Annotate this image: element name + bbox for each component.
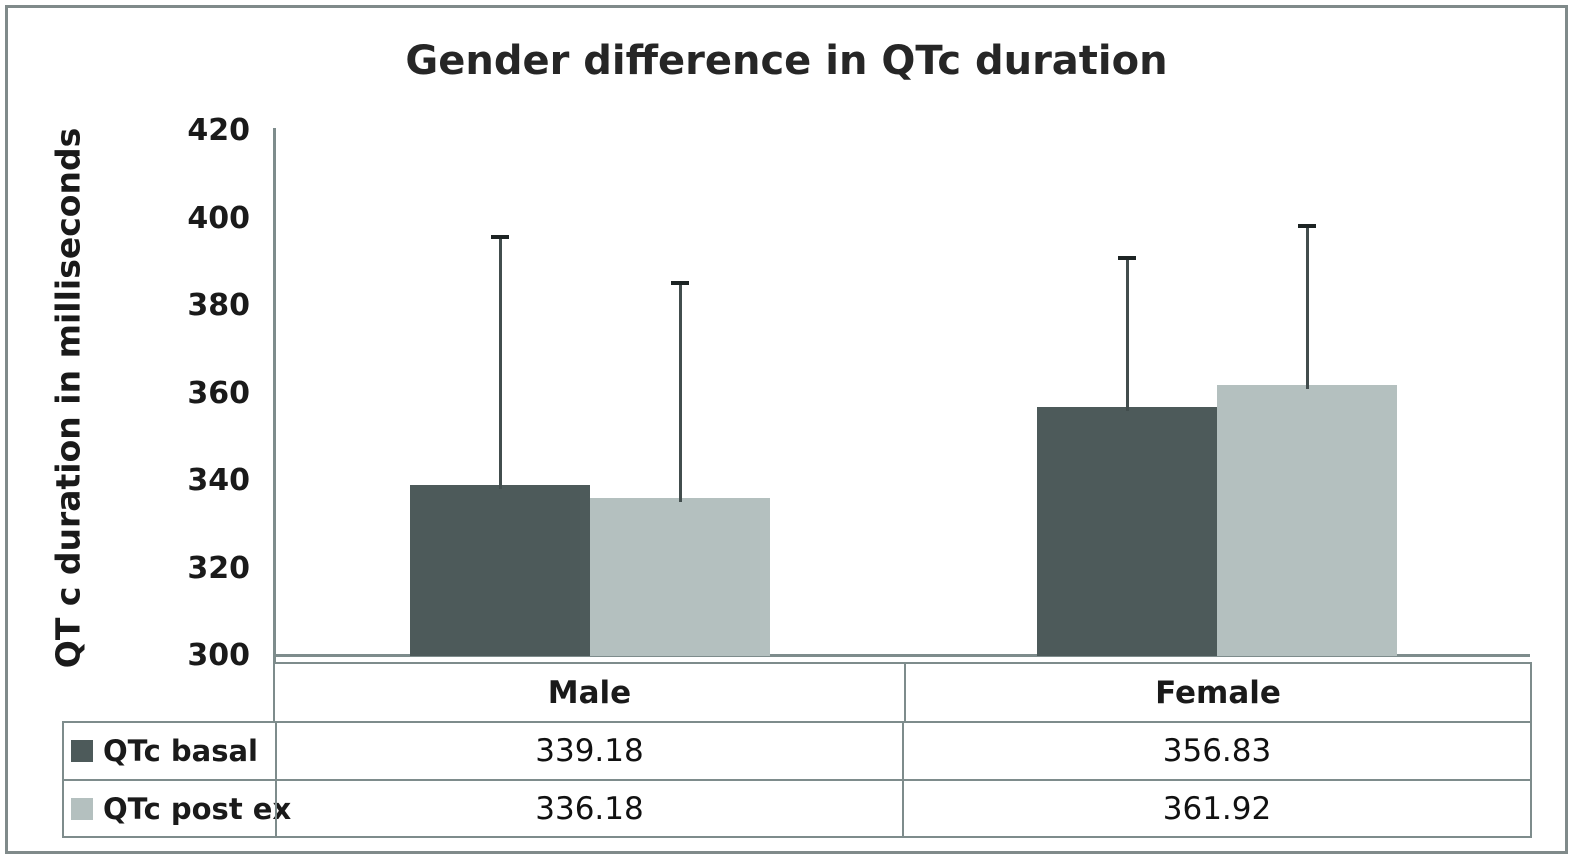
value-female-qtc-post-ex: 361.92: [902, 781, 1530, 836]
error-bar-cap-male-qtc-basal: [491, 235, 509, 240]
error-bar-female-qtc-post-ex: [1305, 225, 1309, 390]
table-header-row: Male Female: [273, 662, 1532, 723]
error-bar-female-qtc-basal: [1125, 258, 1129, 412]
y-tick-label: 300: [187, 638, 250, 673]
legend-item-qtc-post-ex: QTc post ex: [64, 781, 291, 836]
legend-swatch-qtc-basal: [71, 740, 93, 762]
error-bar-cap-female-qtc-post-ex: [1298, 223, 1316, 228]
y-tick-label: 340: [187, 463, 250, 498]
value-male-qtc-post-ex: 336.18: [275, 781, 902, 836]
x-axis-line: [273, 654, 1530, 657]
bar-male-qtc-basal: [410, 484, 590, 656]
bar-male-qtc-post-ex: [590, 497, 770, 656]
table-row-qtc-basal: QTc basal 339.18 356.83: [62, 721, 1532, 781]
y-axis-title: QT c duration in milliseconds: [48, 127, 88, 669]
error-bar-cap-female-qtc-basal: [1118, 256, 1136, 261]
y-tick-label: 320: [187, 550, 250, 586]
legend-item-qtc-basal: QTc basal: [64, 723, 275, 779]
bar-female-qtc-post-ex: [1217, 385, 1397, 656]
bar-female-qtc-basal: [1037, 407, 1217, 656]
y-tick-label: 380: [187, 288, 250, 323]
y-tick-label: 420: [187, 113, 250, 148]
legend-label-qtc-basal: QTc basal: [103, 734, 258, 768]
legend-swatch-qtc-post-ex: [71, 797, 93, 820]
category-header-female: Female: [904, 664, 1530, 721]
y-axis-line: [273, 128, 276, 663]
value-male-qtc-basal: 339.18: [275, 723, 902, 779]
y-tick-label: 400: [187, 200, 250, 236]
error-bar-male-qtc-basal: [498, 237, 502, 489]
y-tick-label: 360: [187, 375, 250, 411]
chart-title: Gender difference in QTc duration: [405, 38, 1168, 84]
category-header-male: Male: [547, 674, 632, 711]
error-bar-male-qtc-post-ex: [678, 283, 682, 502]
error-bar-cap-male-qtc-post-ex: [671, 281, 689, 286]
legend-label-qtc-post-ex: QTc post ex: [103, 791, 292, 826]
table-row-qtc-post-ex: QTc post ex 336.18 361.92: [62, 779, 1532, 838]
value-female-qtc-basal: 356.83: [902, 723, 1530, 779]
